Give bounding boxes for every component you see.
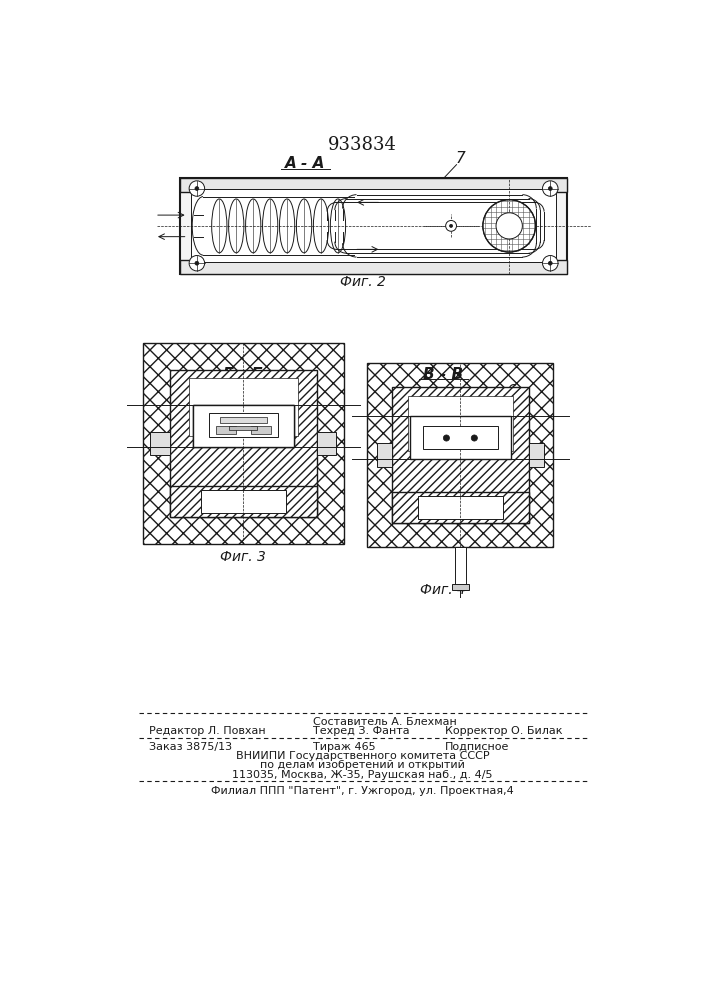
Text: Фиг. 4: Фиг. 4	[421, 583, 466, 597]
Bar	[180, 178, 567, 274]
Bar	[230, 426, 257, 430]
Text: Филиал ППП "Патент", г. Ужгород, ул. Проектная,4: Филиал ППП "Патент", г. Ужгород, ул. Про…	[211, 786, 514, 796]
Bar	[216, 426, 235, 434]
Bar	[192, 189, 556, 262]
Circle shape	[472, 435, 477, 441]
Circle shape	[483, 200, 535, 252]
Text: А - А: А - А	[285, 156, 325, 171]
Bar	[368, 363, 554, 547]
Text: Фиг. 3: Фиг. 3	[221, 550, 267, 564]
Bar	[180, 260, 567, 274]
Text: 113035, Москва, Ж-35, Раушская наб., д. 4/5: 113035, Москва, Ж-35, Раушская наб., д. …	[233, 770, 493, 780]
Circle shape	[450, 224, 452, 227]
Text: ВНИИПИ Государственного комитета СССР: ВНИИПИ Государственного комитета СССР	[236, 751, 489, 761]
Bar	[317, 432, 337, 455]
Bar	[201, 490, 286, 513]
Text: Б - Б: Б - Б	[223, 367, 264, 382]
Text: Тираж 465: Тираж 465	[313, 742, 375, 752]
Circle shape	[445, 220, 457, 231]
Circle shape	[542, 181, 558, 196]
Bar	[170, 370, 317, 517]
Circle shape	[549, 261, 552, 265]
Circle shape	[195, 261, 199, 265]
Text: Подписное: Подписное	[445, 742, 509, 752]
Text: Заказ 3875/13: Заказ 3875/13	[149, 742, 232, 752]
Text: 7: 7	[455, 151, 465, 166]
Text: Техред З. Фанта: Техред З. Фанта	[313, 726, 410, 736]
Bar	[251, 426, 271, 434]
Text: Фиг. 2: Фиг. 2	[340, 275, 385, 289]
Text: по делам изобретений и открытий: по делам изобретений и открытий	[260, 760, 465, 770]
Text: 933834: 933834	[328, 136, 397, 154]
Circle shape	[496, 213, 522, 239]
Bar	[143, 343, 344, 544]
Bar	[410, 416, 510, 459]
Bar	[193, 405, 293, 447]
Bar	[529, 443, 544, 466]
Bar	[452, 584, 469, 590]
Circle shape	[542, 256, 558, 271]
Bar	[392, 492, 529, 523]
Bar	[189, 378, 298, 436]
Circle shape	[195, 187, 199, 190]
Text: Редактор Л. Повхан: Редактор Л. Повхан	[149, 726, 265, 736]
Circle shape	[189, 256, 204, 271]
Circle shape	[189, 181, 204, 196]
Bar	[180, 178, 567, 192]
Bar	[410, 416, 510, 459]
Text: В - В: В - В	[423, 367, 463, 382]
Bar	[392, 387, 529, 523]
Text: 7: 7	[198, 384, 208, 399]
Circle shape	[443, 435, 450, 441]
Bar	[209, 413, 279, 437]
Bar	[377, 443, 392, 466]
Bar	[170, 486, 317, 517]
Bar	[220, 417, 267, 423]
Bar	[418, 496, 503, 519]
Text: Корректор О. Билак: Корректор О. Билак	[445, 726, 562, 736]
Text: 6: 6	[506, 384, 515, 399]
Bar	[151, 432, 170, 455]
Bar	[423, 426, 498, 449]
Bar	[193, 405, 293, 447]
Text: Составитель А. Блехман: Составитель А. Блехман	[313, 717, 457, 727]
Bar	[193, 405, 293, 447]
Circle shape	[549, 187, 552, 190]
Bar	[455, 547, 466, 590]
Bar	[408, 396, 513, 451]
